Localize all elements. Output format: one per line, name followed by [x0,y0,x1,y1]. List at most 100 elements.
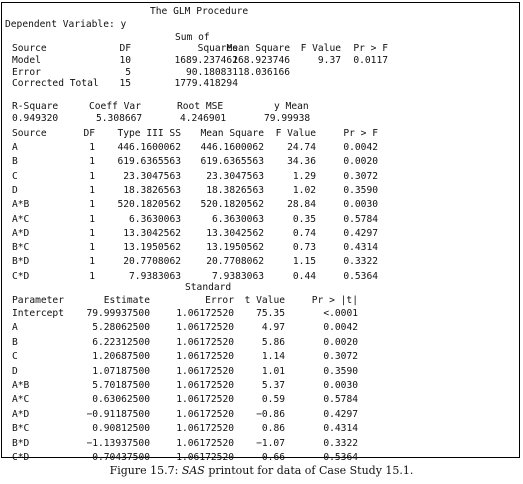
estimates-p-value: 0.4297 [323,408,358,420]
anova-source: Error [12,66,41,78]
estimates-header-standard: Standard [185,282,232,293]
type3-p: 0.3322 [343,256,378,268]
type3-p: 0.0020 [343,156,378,168]
type3-ms: 13.1950562 [206,242,264,254]
estimates-std-error: 1.06172520 [176,437,234,449]
estimates-std-error: 1.06172520 [176,322,234,334]
type3-f: 34.36 [287,156,316,168]
estimates-estimate: 0.90812500 [92,423,150,435]
estimates-p-value: <.0001 [323,308,358,319]
estimates-std-error: 1.06172520 [176,394,234,406]
anova-df: 10 [119,55,131,66]
estimates-std-error: 1.06172520 [176,351,234,363]
estimates-parameter: B [12,336,18,348]
printout-frame [1,2,520,458]
estimates-estimate: 0.63062500 [92,394,150,406]
type3-ss: 20.7708062 [123,256,181,268]
anova-ms: 18.036166 [238,66,290,78]
type3-source: B [12,156,18,168]
type3-p: 0.4297 [343,227,378,239]
estimates-p-value: 0.3322 [323,437,358,449]
estimates-std-error: 1.06172520 [176,336,234,348]
fit-header-root-mse: Root MSE [177,101,224,112]
estimates-t-value: −1.07 [256,437,285,449]
type3-p: 0.5784 [343,213,378,225]
estimates-header-t-value: t Value [244,295,285,306]
estimates-parameter: D [12,365,18,377]
anova-ss: 1689.237462 [174,55,238,66]
estimates-parameter: C [12,351,18,363]
type3-ms: 619.6365563 [200,156,264,168]
type3-ss: 520.1820562 [117,199,181,211]
anova-f: 9.37 [317,55,341,66]
estimates-estimate: 5.70187500 [92,380,150,391]
anova-ss: 90.180831 [186,66,238,78]
estimates-t-value: 4.97 [261,322,285,334]
estimates-header-estimate: Estimate [103,295,150,306]
fit-header-coeff-var: Coeff Var [89,101,141,112]
anova-source: Model [12,55,41,66]
fit-rsquare: 0.949320 [12,113,59,124]
type3-header-source: Source [12,128,47,139]
type3-df: 1 [89,256,95,268]
dependent-variable: Dependent Variable: y [5,19,127,30]
estimates-header-error: Error [205,295,234,306]
type3-ss: 7.9383063 [129,270,181,282]
type3-ss: 13.3042562 [123,227,181,239]
estimates-p-value: 0.0042 [323,322,358,334]
estimates-t-value: 0.59 [261,394,285,406]
type3-ms: 446.1600062 [200,142,264,153]
estimates-parameter: B*C [12,423,30,435]
type3-p: 0.0030 [343,199,378,211]
type3-df: 1 [89,213,95,225]
estimates-parameter: A [12,322,18,334]
fit-coeff-var: 5.308667 [96,113,143,124]
estimates-parameter: Intercept [12,308,64,319]
estimates-header-pr-t: Pr > |t| [311,295,358,306]
caption-suffix: printout for data of Case Study 15.1. [204,464,414,477]
type3-ms: 520.1820562 [200,199,264,211]
estimates-parameter: B*D [12,437,30,449]
anova-p: 0.0117 [353,55,388,66]
estimates-std-error: 1.06172520 [176,408,234,420]
type3-df: 1 [89,142,95,153]
estimates-parameter: A*D [12,408,30,420]
type3-f: 0.35 [292,213,316,225]
estimates-t-value: 0.66 [261,452,285,463]
estimates-estimate: 79.99937500 [86,308,150,319]
type3-ms: 18.3826563 [206,184,264,196]
estimates-p-value: 0.0020 [323,336,358,348]
anova-df: 5 [125,66,131,78]
estimates-estimate: 0.70437500 [92,452,150,463]
type3-df: 1 [89,199,95,211]
estimates-std-error: 1.06172520 [176,380,234,391]
figure-caption: Figure 15.7: SAS printout for data of Ca… [0,464,523,477]
type3-f: 24.74 [287,142,316,153]
anova-ss: 1779.418294 [174,78,238,89]
type3-ms: 23.3047563 [206,170,264,182]
type3-source: B*D [12,256,30,268]
estimates-p-value: 0.4314 [323,423,358,435]
type3-ss: 23.3047563 [123,170,181,182]
estimates-estimate: 1.07187500 [92,365,150,377]
estimates-t-value: 0.86 [261,423,285,435]
estimates-estimate: 5.28062500 [92,322,150,334]
type3-f: 28.84 [287,199,316,211]
type3-source: A [12,142,18,153]
type3-f: 1.29 [292,170,316,182]
estimates-p-value: 0.3590 [323,365,358,377]
anova-ms: 168.923746 [232,55,290,66]
type3-f: 0.44 [292,270,316,282]
type3-f: 1.15 [292,256,316,268]
anova-header-df: DF [119,43,131,54]
estimates-estimate: 6.22312500 [92,336,150,348]
estimates-p-value: 0.3072 [323,351,358,363]
estimates-t-value: 5.86 [261,336,285,348]
caption-prefix: Figure 15.7: [109,464,182,477]
type3-header-ms: Mean Square [200,128,264,139]
type3-f: 0.73 [292,242,316,254]
type3-p: 0.3072 [343,170,378,182]
type3-df: 1 [89,242,95,254]
type3-source: C*D [12,270,30,282]
estimates-parameter: C*D [12,452,30,463]
